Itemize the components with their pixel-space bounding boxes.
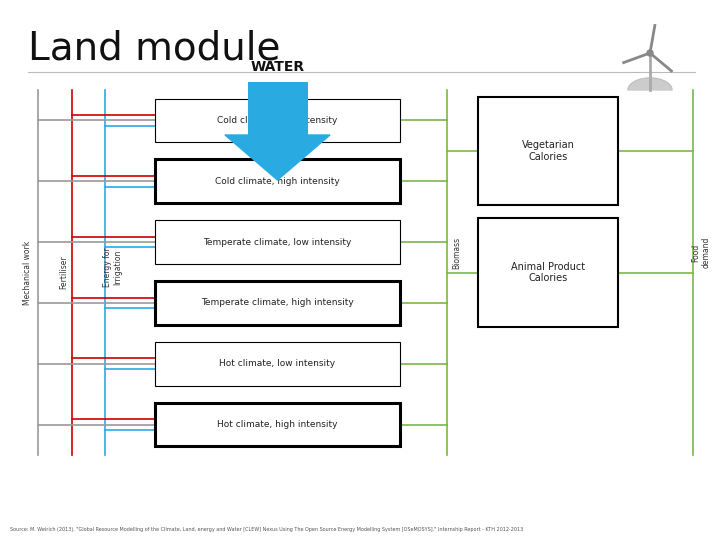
Bar — [155, 342, 400, 386]
Bar — [478, 218, 618, 327]
Bar — [478, 97, 618, 205]
Text: Source: M. Weirich (2013). "Global Resource Modelling of the Climate, Land, ener: Source: M. Weirich (2013). "Global Resou… — [10, 527, 523, 532]
Text: Mechanical work: Mechanical work — [24, 240, 32, 305]
Text: Food
demand: Food demand — [691, 237, 711, 268]
Text: Temperate climate, high intensity: Temperate climate, high intensity — [201, 299, 354, 307]
Text: Cold climate, low intensity: Cold climate, low intensity — [217, 116, 338, 125]
Circle shape — [647, 50, 653, 56]
Text: Animal Product
Calories: Animal Product Calories — [511, 262, 585, 284]
Bar — [155, 281, 400, 325]
Text: Energy for
Irrigation: Energy for Irrigation — [103, 248, 122, 287]
Text: Temperate climate, low intensity: Temperate climate, low intensity — [203, 238, 351, 247]
Text: Fertiliser: Fertiliser — [60, 255, 68, 289]
Bar — [155, 403, 400, 447]
Text: Vegetarian
Calories: Vegetarian Calories — [521, 140, 575, 161]
Bar — [155, 159, 400, 203]
Bar — [248, 82, 307, 135]
Text: WATER: WATER — [251, 60, 305, 74]
Polygon shape — [225, 135, 330, 180]
Polygon shape — [628, 78, 672, 90]
Bar — [155, 98, 400, 143]
Bar — [155, 220, 400, 264]
Text: Cold climate, high intensity: Cold climate, high intensity — [215, 177, 340, 186]
Text: Land module: Land module — [28, 30, 281, 68]
Text: Hot climate, high intensity: Hot climate, high intensity — [217, 420, 338, 429]
Text: Biomass: Biomass — [452, 237, 462, 268]
Text: Hot climate, low intensity: Hot climate, low intensity — [220, 359, 336, 368]
